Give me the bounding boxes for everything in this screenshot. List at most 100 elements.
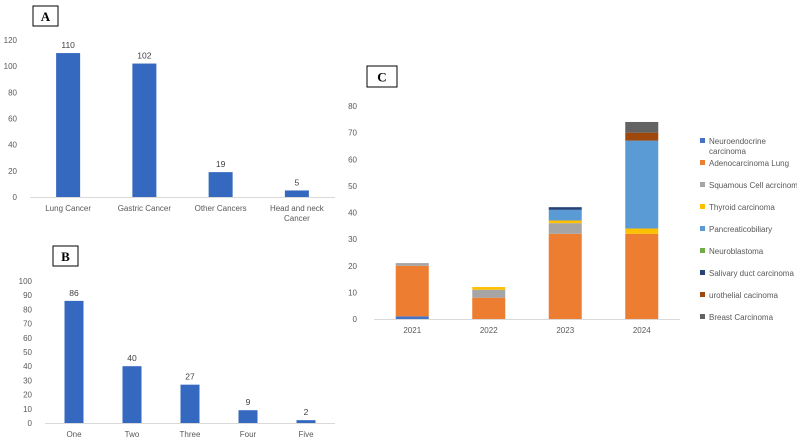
bar — [64, 300, 84, 423]
bar — [56, 53, 81, 198]
y-tick-label: 0 — [353, 315, 358, 324]
category-label: 2021 — [403, 326, 421, 335]
y-tick-label: 40 — [8, 141, 17, 150]
y-tick-label: 0 — [28, 419, 33, 428]
y-tick-label: 20 — [8, 167, 17, 176]
y-tick-label: 20 — [23, 391, 32, 400]
legend-label: Breast Carcinoma — [709, 313, 774, 322]
legend-swatch — [700, 226, 705, 231]
legend-label: carcinoma — [709, 147, 746, 156]
legend-item: Thyroid carcinoma — [700, 203, 775, 212]
chart-b: 0 10 20 30 40 50 60 70 80 90 100 86 One 40 Two 27 Three 9… — [19, 277, 335, 438]
bar — [284, 190, 309, 197]
data-label: 5 — [295, 177, 300, 187]
y-tick-label: 50 — [23, 348, 32, 357]
data-label: 110 — [61, 40, 75, 50]
legend-item: urothelial cacinoma — [700, 291, 778, 300]
y-tick-label: 100 — [19, 277, 33, 286]
y-tick-label: 60 — [23, 334, 32, 343]
stacked-bar-segment — [395, 316, 429, 319]
chart-a: 0 20 40 60 80 100 120 110 Lung Cancer 102 Gastric … — [4, 36, 335, 223]
y-tick-label: 120 — [4, 36, 18, 45]
data-label: 19 — [216, 159, 226, 169]
y-tick-label: 10 — [348, 288, 357, 297]
legend-item: Pancreaticobiliary — [700, 225, 772, 234]
legend-item: Adenocarcinoma Lung — [700, 159, 789, 168]
legend-item: Salivary duct carcinoma — [700, 269, 794, 278]
legend-label: Neuroblastoma — [709, 247, 764, 256]
data-label: 86 — [69, 288, 79, 298]
y-tick-label: 100 — [4, 62, 18, 71]
legend-swatch — [700, 270, 705, 275]
panel-c-letter: C — [377, 70, 386, 85]
data-label: 27 — [185, 372, 195, 382]
y-tick-label: 70 — [23, 320, 32, 329]
panel-a-letter: A — [41, 9, 51, 24]
legend-label: Adenocarcinoma Lung — [709, 159, 789, 168]
y-tick-label: 50 — [348, 182, 357, 191]
legend-item: Neuroblastoma — [700, 247, 764, 256]
bar — [132, 63, 157, 197]
stacked-bar-segment — [548, 207, 582, 210]
stacked-bar-segment — [548, 223, 582, 234]
legend-item: Squamous Cell acrcinoma — [700, 181, 797, 190]
category-label: Lung Cancer — [45, 204, 91, 213]
y-tick-label: 0 — [13, 193, 18, 202]
category-label: One — [66, 430, 82, 438]
y-tick-label: 30 — [23, 376, 32, 385]
bar — [122, 366, 142, 423]
legend-label: Pancreaticobiliary — [709, 225, 772, 234]
category-label: Five — [298, 430, 314, 438]
panel-b-letter-box — [52, 245, 79, 267]
category-label: 2022 — [480, 326, 498, 335]
stacked-bar-segment — [625, 121, 659, 133]
bar — [238, 410, 258, 423]
stacked-bar-segment — [548, 233, 582, 319]
stacked-bar-segment — [472, 289, 506, 298]
panel-a-letter-box — [32, 5, 59, 27]
legend-label: Salivary duct carcinoma — [709, 269, 794, 278]
category-label: Gastric Cancer — [118, 204, 172, 213]
panel-c: C 0 10 20 30 40 50 60 70 80 2021 2022 2023 2024 Neur… — [348, 65, 797, 335]
stacked-bar-segment — [625, 140, 659, 229]
category-label: Head and neck — [270, 204, 325, 213]
legend-swatch — [700, 314, 705, 319]
y-tick-label: 80 — [23, 305, 32, 314]
stacked-bar-segment — [625, 233, 659, 319]
legend-item: Breast Carcinoma — [700, 313, 774, 322]
panel-a: A 0 20 40 60 80 100 120 110 Lung Cancer 102 Gastri… — [4, 5, 335, 223]
y-tick-label: 90 — [23, 291, 32, 300]
y-tick-label: 40 — [23, 362, 32, 371]
legend-label: Thyroid carcinoma — [709, 203, 775, 212]
category-label: 2023 — [556, 326, 574, 335]
bar — [296, 420, 316, 423]
stacked-bar-segment — [395, 263, 429, 266]
legend-swatch — [700, 160, 705, 165]
y-tick-label: 80 — [8, 88, 17, 97]
category-label: Two — [125, 430, 140, 438]
stacked-bar-segment — [625, 132, 659, 141]
legend-swatch — [700, 182, 705, 187]
legend-swatch — [700, 248, 705, 253]
panel-b-letter: B — [61, 249, 70, 264]
category-label: Cancer — [284, 214, 310, 223]
y-tick-label: 30 — [348, 235, 357, 244]
y-tick-label: 40 — [348, 209, 357, 218]
data-label: 40 — [127, 353, 137, 363]
data-label: 9 — [246, 397, 251, 407]
y-tick-label: 60 — [8, 115, 17, 124]
stacked-bar-segment — [472, 297, 506, 319]
stacked-bar-segment — [625, 228, 659, 234]
y-tick-label: 20 — [348, 262, 357, 271]
category-label: Four — [240, 430, 257, 438]
legend-swatch — [700, 204, 705, 209]
stacked-bar-segment — [548, 209, 582, 221]
stacked-bar-segment — [548, 220, 582, 224]
y-tick-label: 10 — [23, 405, 32, 414]
legend-label: urothelial cacinoma — [709, 291, 778, 300]
y-tick-label: 70 — [348, 129, 357, 138]
stacked-bar-segment — [395, 265, 429, 317]
